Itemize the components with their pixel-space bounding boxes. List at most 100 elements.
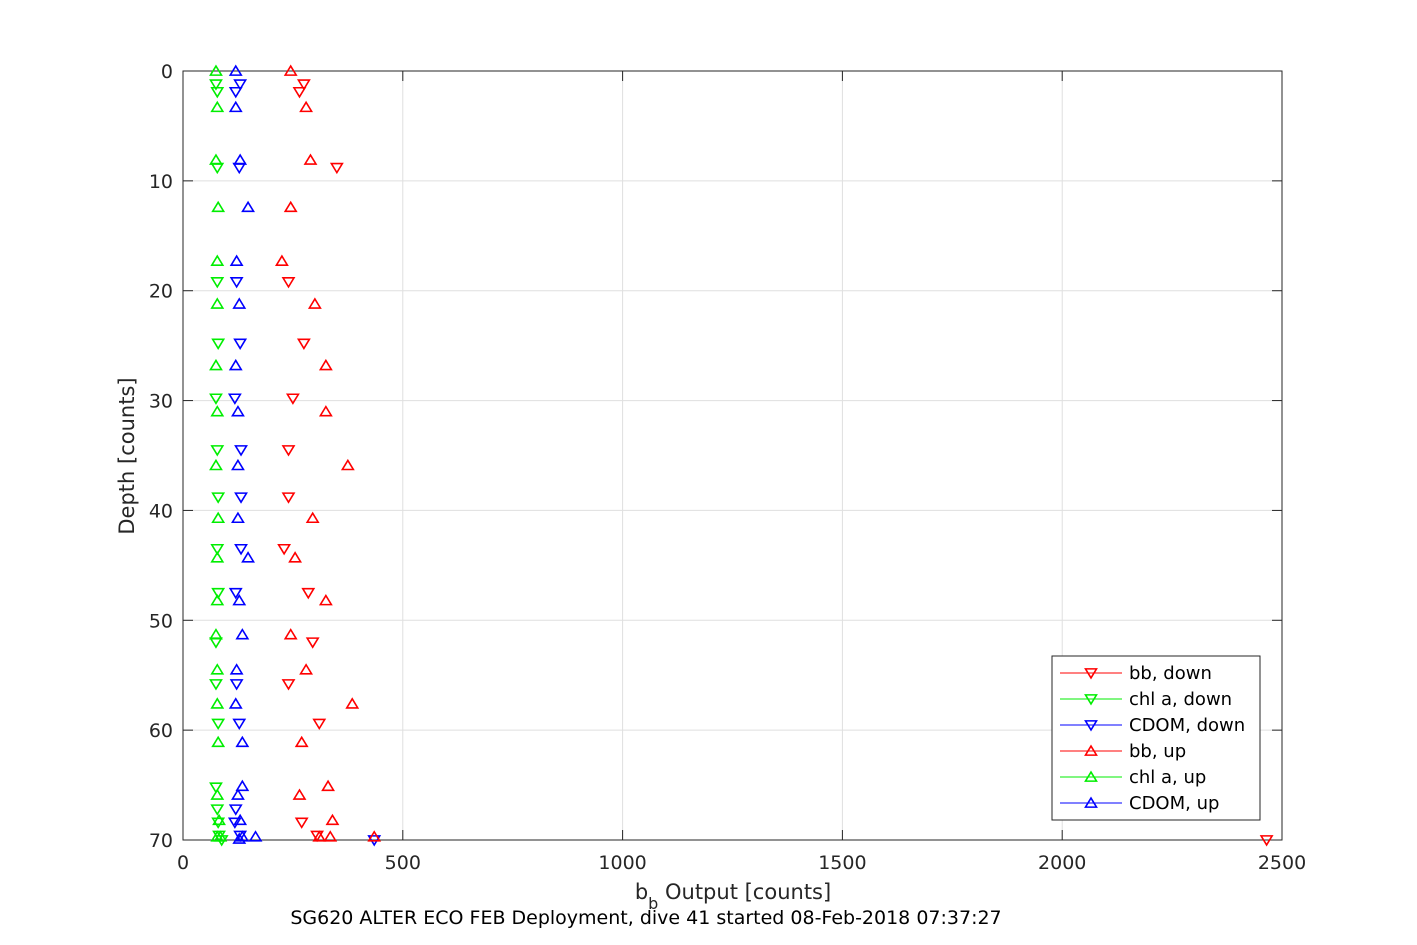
data-point	[294, 735, 309, 748]
data-point	[232, 297, 247, 309]
data-point	[235, 779, 250, 792]
y-tick-label: 10	[149, 171, 173, 193]
x-tick-label: 500	[385, 852, 421, 874]
data-point	[234, 492, 248, 504]
data-point	[367, 830, 382, 842]
data-point	[281, 492, 296, 504]
chart-caption: SG620 ALTER ECO FEB Deployment, dive 41 …	[290, 907, 1001, 929]
y-tick-label: 0	[161, 61, 173, 83]
legend-entry: chl a, down	[1060, 689, 1232, 710]
series-0	[277, 79, 1274, 847]
legend-marker	[1084, 770, 1098, 782]
legend-entry: bb, up	[1060, 741, 1186, 762]
data-point	[231, 511, 245, 524]
data-point	[228, 86, 243, 99]
data-point	[209, 393, 223, 405]
y-tick-label: 50	[149, 610, 173, 632]
data-point	[210, 788, 225, 800]
data-point	[321, 779, 335, 792]
plot-frame	[182, 70, 1283, 841]
data-point	[209, 358, 223, 371]
x-tick-label: 2000	[1038, 852, 1086, 874]
data-point	[209, 153, 223, 165]
data-point	[241, 551, 255, 563]
data-point	[233, 153, 248, 165]
data-point	[318, 594, 333, 606]
data-point	[227, 393, 242, 405]
data-point	[274, 254, 289, 266]
data-point	[209, 79, 223, 91]
data-point	[281, 445, 296, 457]
data-point	[234, 543, 248, 556]
data-point	[299, 663, 314, 675]
y-tick-label: 60	[149, 720, 173, 742]
data-point	[228, 100, 243, 113]
data-point	[241, 200, 255, 213]
data-point	[310, 830, 324, 843]
data-point	[210, 551, 225, 563]
legend-marker	[1084, 796, 1098, 808]
y-tick-label: 40	[149, 500, 173, 522]
data-point	[229, 277, 244, 289]
data-point	[292, 86, 307, 99]
data-point	[228, 697, 243, 709]
legend-entry: CDOM, down	[1060, 715, 1245, 736]
data-point	[305, 511, 320, 524]
legend-entry: CDOM, up	[1060, 793, 1219, 814]
data-point	[325, 813, 340, 826]
data-point	[283, 200, 298, 213]
data-point	[288, 551, 303, 563]
y-axis-label: Depth [counts]	[115, 377, 139, 534]
legend-marker	[1084, 744, 1098, 756]
y-tick-label: 30	[149, 391, 173, 413]
legend-entry: chl a, up	[1060, 767, 1206, 788]
data-markers	[209, 64, 1274, 847]
legend: bb, down chl a, down CDOM, down bb, up chl a…	[1051, 655, 1261, 821]
data-point	[211, 492, 226, 504]
data-point	[312, 830, 327, 842]
x-tick-label: 0	[177, 852, 189, 874]
data-point	[209, 458, 223, 471]
data-point	[211, 511, 226, 524]
y-tick-label: 20	[149, 281, 173, 303]
data-point	[323, 830, 338, 842]
data-point	[211, 817, 226, 829]
data-point	[209, 628, 223, 640]
data-point	[210, 445, 225, 457]
series-2	[227, 79, 382, 847]
legend-label: bb, up	[1129, 741, 1186, 762]
data-point	[303, 153, 318, 165]
data-point	[232, 594, 247, 606]
data-point	[211, 338, 226, 350]
data-point	[228, 64, 243, 76]
data-point	[301, 587, 316, 600]
data-point	[299, 100, 314, 113]
x-axis-label-rest: Output [counts]	[658, 880, 831, 904]
data-point	[229, 254, 244, 266]
data-point	[235, 735, 250, 748]
data-point	[281, 277, 296, 289]
data-point	[248, 830, 263, 842]
data-point	[211, 200, 226, 213]
data-point	[231, 405, 245, 417]
legend-label: bb, down	[1129, 663, 1212, 684]
data-point	[285, 393, 300, 405]
legend-label: chl a, up	[1129, 767, 1206, 788]
data-point	[307, 297, 322, 309]
data-point	[210, 297, 225, 309]
data-point	[210, 663, 225, 675]
data-point	[294, 817, 309, 829]
data-point	[232, 832, 247, 844]
data-point	[228, 587, 243, 600]
legend-label: CDOM, up	[1129, 793, 1219, 814]
data-point	[1259, 835, 1274, 847]
x-tick-label: 1500	[818, 852, 866, 874]
data-point	[345, 697, 360, 709]
series-4	[209, 64, 228, 842]
data-point	[211, 735, 226, 748]
data-point	[234, 445, 248, 457]
legend-marker	[1084, 668, 1098, 680]
data-point	[229, 663, 244, 675]
data-point	[231, 458, 245, 471]
